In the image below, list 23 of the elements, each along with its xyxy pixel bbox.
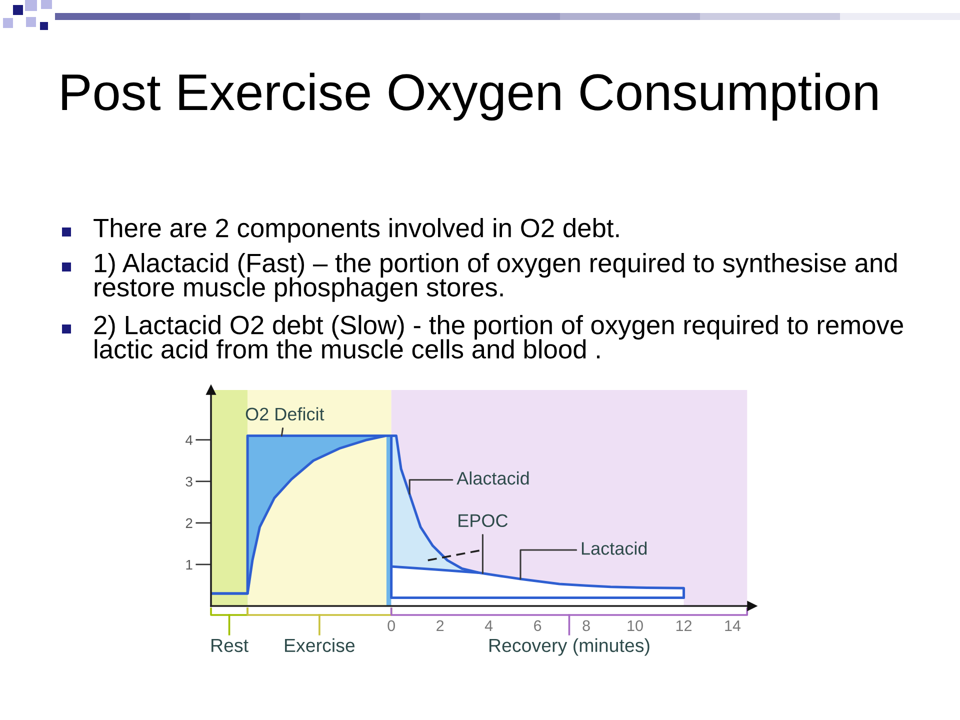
x-tick-label: 4 [484, 620, 493, 631]
x-tick-label: 6 [534, 620, 542, 632]
y-tick-label: 2 [186, 518, 192, 528]
y-tick-label: 3 [186, 476, 192, 487]
annotation: O2 Deficit [246, 407, 324, 421]
text: 1) Alactacid (Fast) – the portion of oxygen required to synthesise and restore muscle phosphagen stores. [94, 253, 897, 302]
band-label: Recovery (minutes) [490, 638, 650, 656]
text: There are 2 components involved in O2 debt. [94, 218, 619, 243]
x-tick-label: 14 [725, 620, 741, 631]
annotation: Lactacid [582, 542, 647, 555]
x-tick-label: 10 [628, 620, 643, 632]
y-tick-label: 1 [186, 560, 192, 570]
annotation: Alactacid [456, 471, 529, 485]
x-tick-label: 0 [388, 620, 395, 632]
band-label: Rest [212, 638, 248, 652]
chart-title: Post Exercise Oxygen Consumption [62, 72, 878, 121]
annotation: EPOC [458, 514, 508, 528]
x-tick-label: 2 [436, 620, 444, 631]
text: 2) Lactacid O2 debt (Slow) - the portion of oxygen required to remove lactic acid from the muscle cells and blood . [94, 315, 903, 359]
band-label: Exercise [285, 638, 355, 652]
x-tick-label: 8 [582, 620, 590, 632]
x-tick-label: 12 [676, 620, 692, 631]
y-tick-label: 4 [186, 435, 193, 445]
